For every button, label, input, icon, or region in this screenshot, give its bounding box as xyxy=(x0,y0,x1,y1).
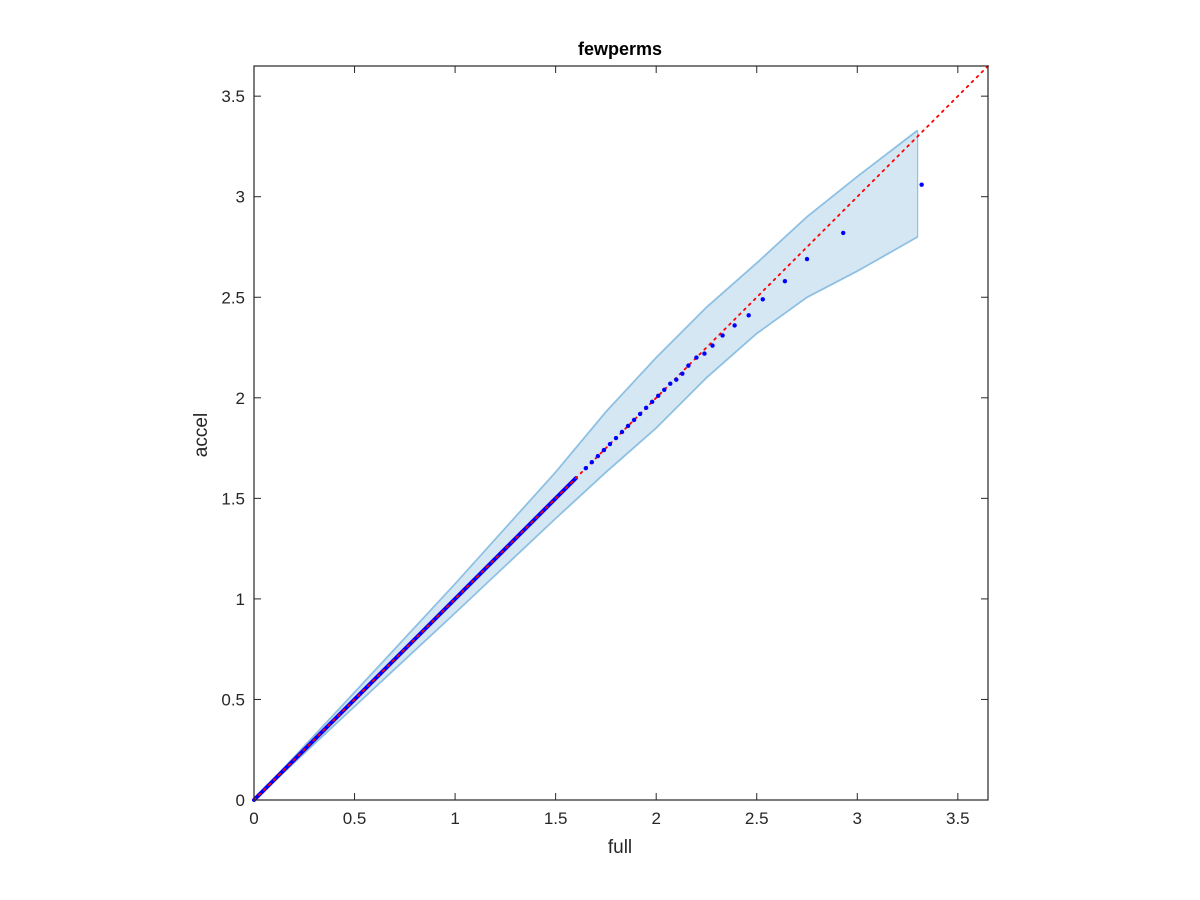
data-point xyxy=(589,459,595,465)
data-point xyxy=(662,387,667,392)
data-point xyxy=(595,453,601,459)
data-point xyxy=(732,323,737,328)
band-lower-edge xyxy=(253,236,919,801)
data-point xyxy=(686,363,691,368)
data-point xyxy=(760,297,765,302)
x-tick-label: 3.5 xyxy=(946,809,970,828)
y-tick-label: 2.5 xyxy=(221,288,245,307)
data-point xyxy=(607,441,613,447)
data-point xyxy=(804,256,810,262)
data-point xyxy=(613,435,619,441)
y-tick-label: 1 xyxy=(236,590,245,609)
y-axis-label: accel xyxy=(191,413,212,457)
data-point xyxy=(631,417,637,423)
y-tick-label: 0.5 xyxy=(221,690,245,709)
x-tick-label: 0.5 xyxy=(343,809,367,828)
y-tick-label: 0 xyxy=(236,791,245,810)
y-tick-label: 3 xyxy=(236,188,245,207)
data-point xyxy=(710,343,715,348)
chart-title: fewperms xyxy=(578,39,662,59)
data-point xyxy=(601,447,607,453)
data-point xyxy=(637,411,643,417)
y-tick-label: 2 xyxy=(236,389,245,408)
x-tick-label: 1 xyxy=(450,809,459,828)
data-point xyxy=(649,399,655,405)
data-point xyxy=(919,182,924,187)
y-tick-label: 1.5 xyxy=(221,489,245,508)
plot-area: 0 0.5 1 1.5 2 2.5 3 3.5 0 0.5 1 1.5 2 2.5 3 3.5 xyxy=(221,65,989,828)
data-point xyxy=(583,465,589,471)
axes-box xyxy=(253,65,989,801)
data-point xyxy=(625,423,631,429)
x-tick-label: 2 xyxy=(651,809,660,828)
data-point xyxy=(619,429,625,435)
data-point xyxy=(782,278,788,284)
x-tick-label: 1.5 xyxy=(544,809,568,828)
x-tick-label: 0 xyxy=(249,809,258,828)
data-point xyxy=(746,313,751,318)
data-point xyxy=(643,405,649,411)
y-tick-label: 3.5 xyxy=(221,87,245,106)
data-point xyxy=(720,333,725,338)
data-point xyxy=(694,355,699,360)
data-point xyxy=(674,377,679,382)
x-tick-label: 3 xyxy=(853,809,862,828)
x-tick-label: 2.5 xyxy=(745,809,769,828)
band-upper-edge xyxy=(253,129,919,801)
x-axis-label: full xyxy=(608,837,632,858)
data-point xyxy=(702,351,707,356)
data-point xyxy=(841,230,846,236)
data-point xyxy=(668,381,673,386)
data-point xyxy=(680,371,685,376)
data-point xyxy=(656,393,661,398)
